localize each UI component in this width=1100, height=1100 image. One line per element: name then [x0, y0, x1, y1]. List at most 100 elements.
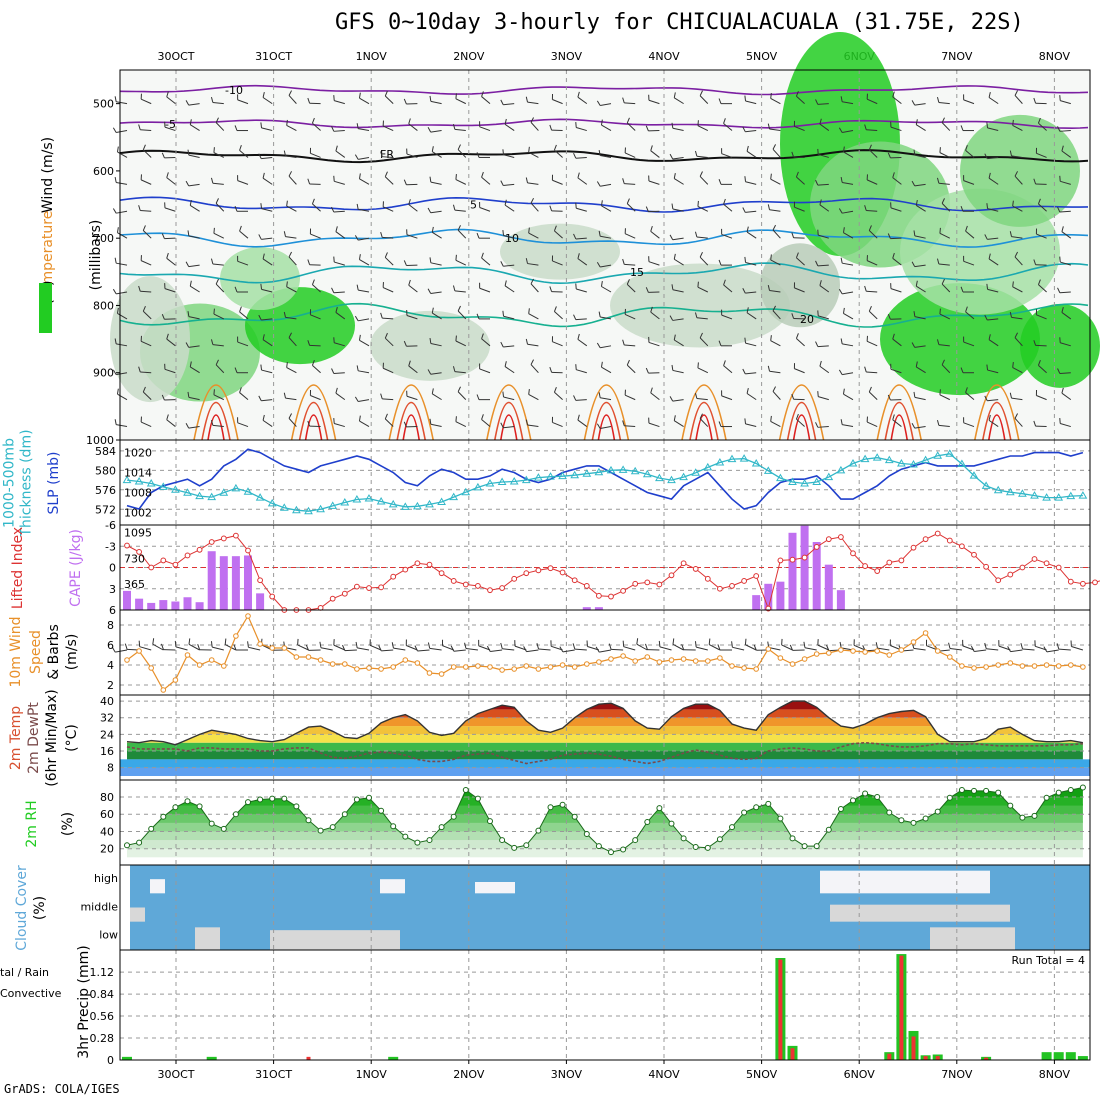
- wind-barb: [1036, 233, 1047, 239]
- wind-barb: [772, 305, 777, 311]
- wind-barb: [262, 172, 265, 179]
- rh-marker: [608, 849, 614, 856]
- wind-barb: [1011, 155, 1023, 158]
- thickness-marker: [122, 475, 132, 484]
- wind-barb: [938, 344, 950, 347]
- wind-speed-marker: [813, 651, 820, 657]
- wind-barb: [354, 396, 359, 402]
- wind-barb: [795, 252, 799, 258]
- wind-barb: [673, 415, 676, 421]
- wind-barb: [189, 119, 192, 125]
- wind-barb: [286, 367, 297, 374]
- wind-barb: [312, 364, 321, 374]
- warm-contour: [201, 402, 231, 441]
- wind-barb: [864, 366, 867, 373]
- wind-barb: [384, 95, 394, 104]
- rh-tick-label: 20: [100, 843, 114, 856]
- wind-barb: [188, 235, 200, 239]
- lifted-index-marker: [450, 578, 457, 584]
- lifted-index-marker: [462, 581, 469, 588]
- wind-barb: [358, 399, 370, 403]
- wind-barb: [868, 144, 872, 151]
- surface-wind-barb: [1071, 646, 1084, 651]
- wind-barb: [382, 398, 394, 401]
- wind-barb: [838, 127, 843, 133]
- surface-wind-barb: [672, 643, 684, 651]
- wind-barb: [112, 127, 117, 133]
- wind-barb: [791, 232, 795, 238]
- wind-barb: [530, 364, 539, 374]
- lifted-index-marker: [1043, 560, 1050, 567]
- warm-contour: [193, 384, 239, 441]
- wind-barb: [430, 181, 442, 185]
- wind-barb: [354, 154, 359, 160]
- thickness-marker: [413, 501, 422, 510]
- thickness-marker: [727, 454, 737, 463]
- wind-barb: [142, 386, 146, 393]
- wind-barb: [965, 150, 975, 158]
- rh-marker: [765, 800, 772, 807]
- wind-barb: [817, 345, 829, 348]
- wind-barb: [166, 252, 169, 259]
- wind-barb: [481, 252, 484, 259]
- wind-barb: [744, 95, 747, 102]
- wind-barb: [718, 259, 722, 266]
- wind-barb: [502, 149, 505, 155]
- wind-barb: [1033, 178, 1037, 185]
- wind-barb: [624, 313, 636, 320]
- wind-barb: [288, 256, 297, 266]
- wind-barb: [430, 130, 442, 133]
- wind-barb: [406, 395, 418, 401]
- wind-speed-marker: [354, 666, 360, 672]
- ylabel-wind-10m: 10m Wind: [8, 616, 24, 687]
- lifted-index-marker: [390, 573, 397, 580]
- wind-barb: [188, 264, 200, 268]
- rh-marker: [716, 836, 723, 843]
- wind-barb: [528, 388, 530, 395]
- wind-barb: [262, 97, 273, 105]
- wind-barb: [650, 311, 660, 320]
- wind-barb: [210, 339, 214, 345]
- rh-tick-label: 60: [100, 808, 114, 821]
- cape-bar: [231, 556, 240, 610]
- thickness-marker: [437, 497, 446, 505]
- surface-wind-barb: [197, 643, 201, 650]
- wind-barb: [965, 392, 975, 401]
- wind-barb: [596, 262, 601, 268]
- wind-barb: [600, 103, 612, 107]
- wind-barb: [114, 257, 117, 264]
- wind-speed-marker: [692, 658, 699, 664]
- wind-speed-marker: [777, 655, 784, 661]
- lifted-index-marker: [523, 570, 530, 577]
- wind-speed-marker: [547, 664, 554, 670]
- wind-speed-marker: [463, 664, 469, 670]
- warm-contour: [388, 384, 434, 441]
- warm-contour: [988, 414, 1006, 441]
- wind-speed-marker: [475, 663, 481, 669]
- surface-wind-barb: [745, 644, 757, 651]
- wind-barb: [166, 419, 176, 427]
- wind-barb: [650, 392, 660, 401]
- cape-bar: [812, 542, 821, 610]
- wind-barb: [938, 182, 950, 185]
- lifted-index-marker: [995, 577, 1002, 584]
- wind-barb: [455, 340, 467, 347]
- rh-marker: [1067, 787, 1074, 794]
- wind-barb: [960, 286, 964, 293]
- lifted-index-marker: [910, 544, 917, 551]
- temp-band: [127, 701, 1083, 710]
- wind-barb: [746, 231, 757, 239]
- wind-barb: [234, 205, 238, 212]
- wind-barb: [432, 151, 442, 158]
- wind-barb: [648, 180, 660, 185]
- surface-wind-barb: [948, 642, 951, 649]
- wind-barb: [1060, 100, 1071, 105]
- cape-bar: [582, 607, 591, 610]
- wind-barb: [527, 424, 539, 428]
- wind-barb: [335, 312, 346, 320]
- thickness-marker: [655, 473, 664, 482]
- wind-barb: [286, 205, 297, 212]
- wind-barb: [553, 386, 557, 393]
- surface-wind-barb: [731, 641, 733, 648]
- wind-barb: [457, 225, 461, 231]
